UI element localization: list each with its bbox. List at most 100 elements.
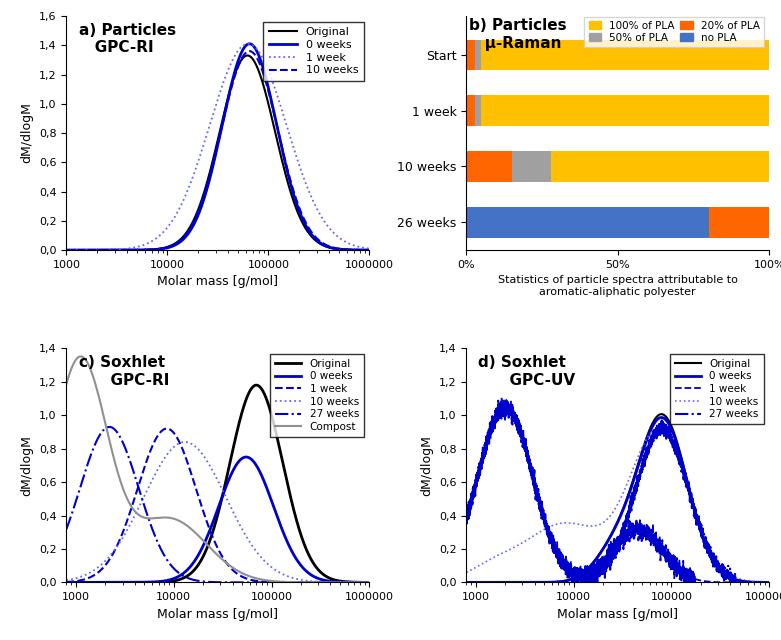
1 week [759,579,769,586]
Compost [96,401,105,409]
Original [114,579,123,586]
Original [251,381,261,389]
X-axis label: Molar mass [g/mol]: Molar mass [g/mol] [158,607,278,621]
27 weeks [105,423,114,431]
27 weeks [365,579,374,586]
Compost [326,579,336,586]
Line: Original: Original [66,56,369,250]
1 week [514,417,523,424]
0 weeks [657,413,666,421]
0 weeks [356,246,366,254]
1 week [462,508,471,515]
1 week [578,572,587,580]
Compost [191,529,201,537]
0 weeks [496,579,505,586]
1 week [365,245,374,253]
1 week [326,579,336,586]
Bar [466,151,512,182]
Text: a) Particles
   GPC-RI: a) Particles GPC-RI [79,23,176,56]
10 weeks [356,246,366,254]
1 week [244,40,253,47]
0 weeks [365,246,374,254]
Original [514,579,523,586]
Bar [481,40,769,70]
Line: 27 weeks: 27 weeks [466,400,769,582]
0 weeks [591,556,601,564]
Compost [114,473,123,481]
Line: 1 week: 1 week [66,44,369,250]
Original [462,579,471,586]
Original [591,556,601,563]
0 weeks [191,556,201,563]
Bar [476,40,481,70]
Original [191,564,201,572]
0 weeks [96,579,105,586]
Original [657,410,666,418]
1 week [569,579,579,586]
0 weeks [358,579,368,586]
10 weeks [765,579,774,586]
0 weeks [365,579,374,586]
0 weeks [178,570,187,578]
Original [358,579,368,586]
27 weeks [765,579,774,586]
Original [243,52,252,60]
27 weeks [114,431,123,439]
10 weeks [62,577,71,584]
27 weeks [578,578,587,586]
10 weeks [96,561,105,569]
10 weeks [514,541,523,548]
Compost [178,519,187,527]
Original [356,246,366,254]
27 weeks [462,509,471,516]
Original [765,579,774,586]
Original [201,183,210,191]
0 weeks [326,577,336,585]
1 week [301,178,310,186]
10 weeks [358,579,368,586]
Compost [365,579,374,586]
0 weeks [726,574,736,582]
1 week [77,246,87,254]
1 week [201,134,210,142]
Line: 10 weeks: 10 weeks [66,442,369,582]
27 weeks [62,525,71,533]
10 weeks [496,550,505,557]
1 week [62,246,71,254]
0 weeks [301,220,310,228]
0 weeks [209,159,219,166]
27 weeks [501,396,511,404]
Original [178,575,187,582]
X-axis label: Molar mass [g/mol]: Molar mass [g/mol] [158,275,278,289]
Line: Original: Original [66,385,369,582]
Original [356,246,366,254]
10 weeks [365,579,374,586]
Line: 10 weeks: 10 weeks [66,51,369,250]
27 weeks [726,579,736,586]
Line: Original: Original [466,414,769,582]
Bar [481,95,769,126]
Line: 1 week: 1 week [66,429,369,582]
Line: 0 weeks: 0 weeks [466,417,769,582]
1 week [591,564,601,572]
Bar [551,151,769,182]
Original [209,153,219,161]
27 weeks [191,577,201,584]
Y-axis label: dM/dlogM: dM/dlogM [20,435,34,496]
Original [301,224,310,232]
Compost [358,579,368,586]
Original [758,579,768,586]
Original [726,574,736,582]
Line: Compost: Compost [66,356,369,582]
0 weeks [578,570,587,577]
Bar [476,95,481,126]
10 weeks [462,568,471,576]
Original [496,579,505,586]
1 week [191,484,201,492]
10 weeks [578,521,587,529]
10 weeks [654,425,663,433]
Compost [76,353,85,360]
27 weeks [326,579,336,586]
27 weeks [358,579,368,586]
27 weeks [178,572,187,579]
